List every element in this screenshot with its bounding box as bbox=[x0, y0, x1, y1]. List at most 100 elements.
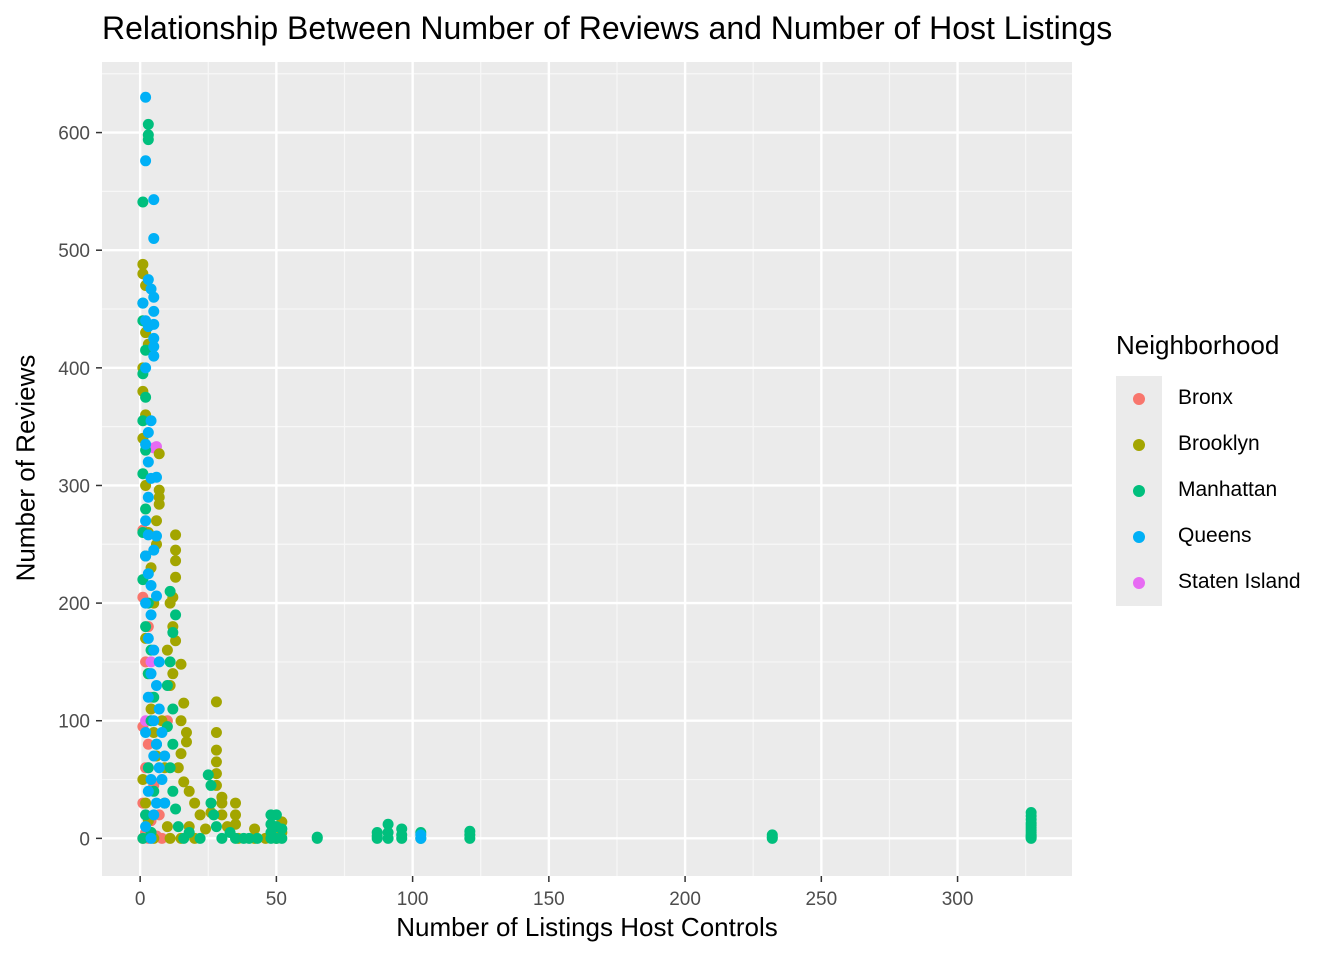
data-point bbox=[142, 118, 154, 130]
data-point bbox=[164, 762, 176, 774]
data-point bbox=[276, 823, 288, 835]
data-point bbox=[167, 703, 179, 715]
data-point bbox=[148, 332, 160, 344]
legend-label: Queens bbox=[1178, 524, 1252, 547]
legend-swatch bbox=[1133, 439, 1145, 451]
y-tick-label: 500 bbox=[58, 241, 90, 262]
x-axis-label: Number of Listings Host Controls bbox=[396, 912, 778, 942]
data-point bbox=[172, 821, 184, 833]
data-point bbox=[183, 785, 195, 797]
legend-label: Bronx bbox=[1178, 386, 1233, 409]
chart-title: Relationship Between Number of Reviews a… bbox=[102, 10, 1113, 46]
data-point bbox=[167, 738, 179, 750]
data-point bbox=[140, 438, 152, 450]
data-point bbox=[140, 503, 152, 515]
data-point bbox=[140, 550, 152, 562]
y-axis-label: Number of Reviews bbox=[10, 354, 41, 582]
data-point bbox=[205, 779, 217, 791]
data-point bbox=[148, 726, 160, 738]
data-point bbox=[142, 568, 154, 580]
data-point bbox=[142, 456, 154, 468]
data-point bbox=[148, 194, 160, 206]
data-point bbox=[161, 644, 173, 656]
data-point bbox=[140, 809, 152, 821]
data-point bbox=[464, 832, 476, 844]
data-point bbox=[161, 821, 173, 833]
data-point bbox=[148, 341, 160, 353]
data-point bbox=[170, 803, 182, 815]
data-point bbox=[230, 832, 242, 844]
data-point bbox=[142, 785, 154, 797]
data-point bbox=[148, 715, 160, 727]
data-point bbox=[148, 544, 160, 556]
data-point bbox=[167, 785, 179, 797]
data-point bbox=[153, 448, 165, 460]
data-point bbox=[153, 762, 165, 774]
data-point bbox=[180, 736, 192, 748]
data-point bbox=[175, 658, 187, 670]
data-point bbox=[170, 571, 182, 583]
data-point bbox=[230, 797, 242, 809]
data-point bbox=[145, 609, 157, 621]
plot-panel bbox=[102, 62, 1072, 876]
data-point bbox=[175, 715, 187, 727]
data-point bbox=[230, 809, 242, 821]
data-point bbox=[170, 544, 182, 556]
data-point bbox=[371, 832, 383, 844]
data-point bbox=[142, 691, 154, 703]
data-point bbox=[142, 274, 154, 286]
data-point bbox=[210, 821, 222, 833]
data-point bbox=[153, 498, 165, 510]
data-point bbox=[210, 696, 222, 708]
data-point bbox=[164, 597, 176, 609]
data-point bbox=[142, 529, 154, 541]
data-point bbox=[145, 579, 157, 591]
data-point bbox=[164, 656, 176, 668]
data-point bbox=[208, 809, 220, 821]
data-point bbox=[205, 797, 217, 809]
data-point bbox=[142, 427, 154, 439]
data-point bbox=[396, 832, 408, 844]
data-point bbox=[1025, 832, 1037, 844]
legend-item: Staten Island bbox=[1116, 560, 1344, 606]
data-point bbox=[167, 627, 179, 639]
legend-label: Brooklyn bbox=[1178, 432, 1260, 455]
data-point bbox=[167, 668, 179, 680]
data-point bbox=[183, 826, 195, 838]
data-point bbox=[145, 656, 157, 668]
data-point bbox=[210, 726, 222, 738]
data-point bbox=[137, 196, 149, 208]
data-point bbox=[142, 321, 154, 333]
legend-swatch bbox=[1133, 485, 1145, 497]
data-point bbox=[159, 750, 171, 762]
data-point bbox=[150, 471, 162, 483]
x-tick-label: 50 bbox=[266, 889, 287, 910]
data-point bbox=[164, 585, 176, 597]
data-point bbox=[161, 679, 173, 691]
data-point bbox=[145, 415, 157, 427]
data-point bbox=[164, 832, 176, 844]
x-tick-label: 300 bbox=[942, 889, 974, 910]
data-point bbox=[148, 305, 160, 317]
data-point bbox=[137, 258, 149, 270]
data-point bbox=[200, 823, 212, 835]
x-tick-label: 250 bbox=[805, 889, 837, 910]
y-tick-label: 600 bbox=[58, 124, 90, 145]
data-point bbox=[142, 762, 154, 774]
data-point bbox=[137, 832, 149, 844]
data-point bbox=[148, 350, 160, 362]
data-point bbox=[137, 774, 149, 786]
legend-item: Brooklyn bbox=[1116, 422, 1344, 468]
data-point bbox=[178, 776, 190, 788]
y-axis: 0 100 200 300 400 500 600 bbox=[58, 124, 102, 850]
data-point bbox=[148, 750, 160, 762]
data-point bbox=[140, 797, 152, 809]
data-point bbox=[382, 818, 394, 830]
data-point bbox=[175, 748, 187, 760]
data-point bbox=[137, 297, 149, 309]
data-point bbox=[150, 590, 162, 602]
data-point bbox=[140, 621, 152, 633]
data-point bbox=[170, 609, 182, 621]
